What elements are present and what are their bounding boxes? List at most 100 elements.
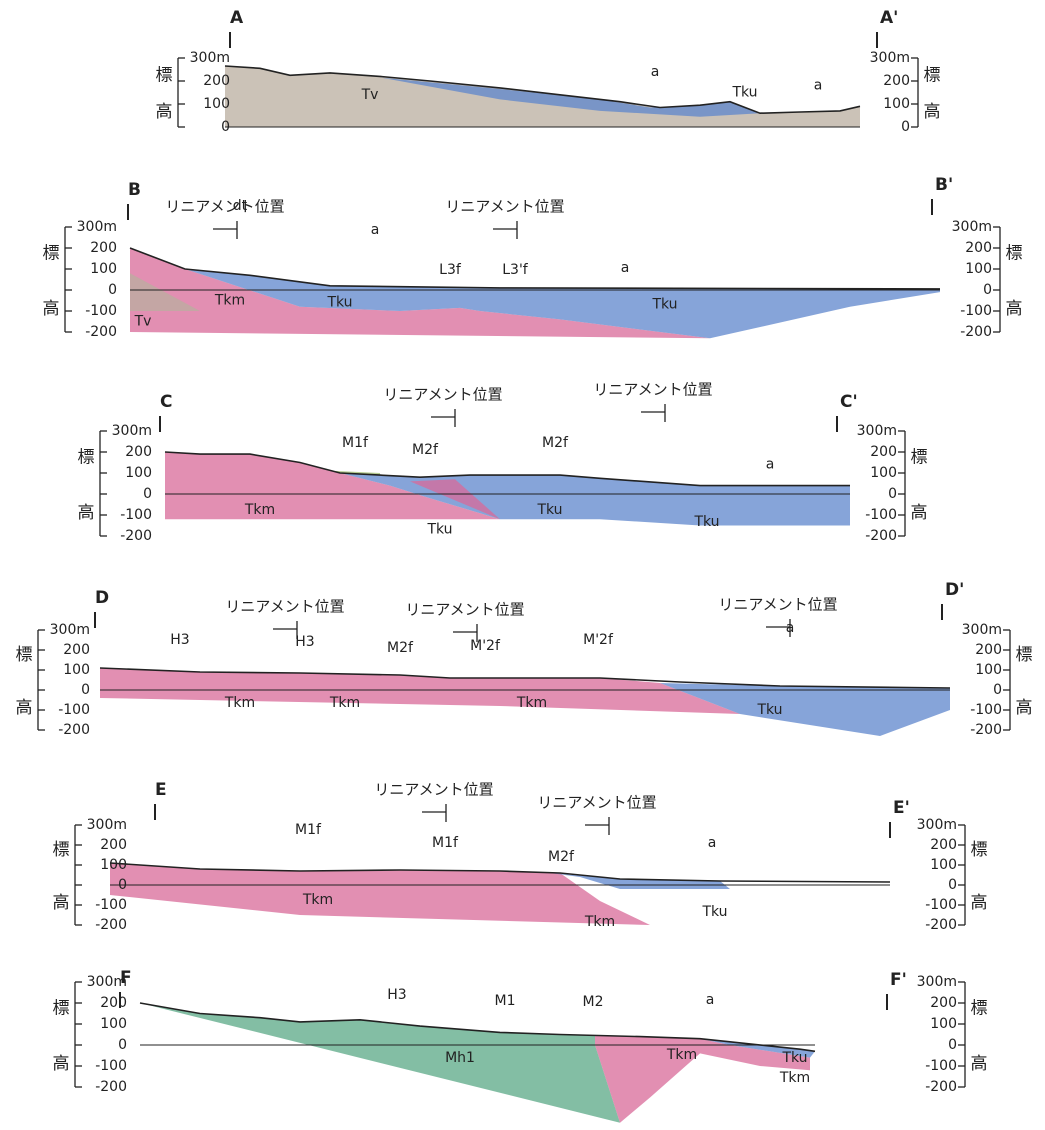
elevation-label: 標: [924, 65, 941, 85]
section-start: B: [128, 180, 141, 200]
scale-label: 100: [883, 96, 910, 112]
scale-label: 300m: [917, 817, 957, 833]
section-end: F': [890, 970, 907, 990]
scale-label: -100: [120, 507, 152, 523]
scale-label: -200: [120, 528, 152, 544]
unit-label: M1f: [432, 835, 459, 851]
elevation-label: 標: [53, 998, 70, 1018]
unit-label: Tku: [781, 1050, 807, 1066]
ground-surface: [99, 667, 951, 689]
scale-label: 300m: [857, 423, 897, 439]
lineament-label: リニアメント位置: [537, 794, 656, 812]
unit-label: L3'f: [502, 262, 529, 278]
scale-label: 100: [100, 1016, 127, 1032]
scale-label: 100: [965, 261, 992, 277]
scale-label: 300m: [112, 423, 152, 439]
unit-label: Tku: [326, 295, 352, 311]
scale-label: 100: [975, 662, 1002, 678]
scale-label: 300m: [952, 219, 992, 235]
ground-surface: [129, 247, 941, 290]
section-start: F: [120, 968, 132, 988]
scale-label: 200: [870, 444, 897, 460]
unit-label: M2f: [412, 442, 439, 458]
scale-label: 0: [983, 282, 992, 298]
scale-label: -200: [85, 324, 117, 340]
unit-label: Tkm: [516, 695, 547, 711]
rock-unit: [165, 452, 500, 520]
scale-label: -100: [85, 303, 117, 319]
unit-label: M1f: [342, 435, 369, 451]
scale-label: 100: [930, 1016, 957, 1032]
unit-label: dt: [233, 198, 248, 214]
scale-label: 300m: [870, 50, 910, 66]
unit-label: H3: [387, 987, 406, 1003]
elevation-label: 高: [911, 503, 928, 523]
scale-label: 100: [930, 857, 957, 873]
scale-label: 200: [63, 642, 90, 658]
section-start: D: [95, 588, 109, 608]
ground-surface: [139, 1002, 816, 1053]
unit-label: M1: [495, 993, 516, 1009]
elevation-label: 高: [971, 1054, 988, 1074]
unit-label: a: [708, 835, 717, 851]
unit-label: H3: [295, 634, 314, 650]
rock-unit: [410, 479, 500, 520]
scale-label: 0: [108, 282, 117, 298]
scale-label: 300m: [87, 974, 127, 990]
elevation-label: 標: [43, 243, 60, 263]
scale-label: -200: [925, 1079, 957, 1095]
scale-label: 100: [203, 96, 230, 112]
lineament-label: リニアメント位置: [383, 386, 502, 404]
elevation-label: 標: [1006, 243, 1023, 263]
unit-label: Tv: [134, 314, 152, 330]
scale-label: 200: [883, 73, 910, 89]
lineament-label: リニアメント位置: [405, 601, 524, 619]
unit-label: a: [786, 620, 795, 636]
lineament-label: リニアメント位置: [593, 381, 712, 399]
unit-label: Tku: [756, 702, 782, 718]
elevation-label: 高: [16, 698, 33, 718]
scale-label: 0: [143, 486, 152, 502]
scale-label: -100: [95, 1058, 127, 1074]
unit-label: M2: [583, 994, 604, 1010]
lineament-label: リニアメント位置: [445, 198, 564, 216]
scale-label: 200: [930, 995, 957, 1011]
ground-surface: [164, 451, 850, 487]
elevation-label: 標: [911, 447, 928, 467]
scale-label: -200: [58, 722, 90, 738]
unit-label: a: [706, 992, 715, 1008]
scale-label: 100: [90, 261, 117, 277]
unit-label: L3f: [439, 262, 462, 278]
unit-label: a: [371, 222, 380, 238]
rock-unit: [110, 863, 650, 925]
section-start: C: [160, 392, 172, 412]
unit-label: Tkm: [584, 914, 615, 930]
scale-label: -100: [925, 1058, 957, 1074]
unit-label: Tku: [536, 502, 562, 518]
unit-label: Tku: [693, 514, 719, 530]
elevation-label: 標: [971, 840, 988, 860]
unit-label: Tkm: [779, 1070, 810, 1086]
scale-label: 200: [100, 995, 127, 1011]
scale-label: 0: [901, 119, 910, 135]
scale-label: 100: [63, 662, 90, 678]
unit-label: M'2f: [470, 638, 501, 654]
elevation-label: 標: [53, 840, 70, 860]
unit-label: M2f: [548, 849, 575, 865]
unit-label: a: [621, 260, 630, 276]
rock-unit: [100, 668, 740, 714]
unit-label: M2f: [387, 640, 414, 656]
unit-label: M2f: [542, 435, 569, 451]
elevation-label: 標: [78, 447, 95, 467]
elevation-label: 高: [53, 893, 70, 913]
elevation-label: 高: [924, 102, 941, 122]
rock-unit: [700, 1038, 815, 1058]
section-start: E: [155, 780, 167, 800]
elevation-label: 高: [971, 893, 988, 913]
scale-label: -200: [95, 917, 127, 933]
section-end: D': [945, 580, 964, 600]
rock-unit: [140, 1003, 620, 1123]
unit-label: Tku: [701, 904, 727, 920]
scale-label: -100: [970, 702, 1002, 718]
